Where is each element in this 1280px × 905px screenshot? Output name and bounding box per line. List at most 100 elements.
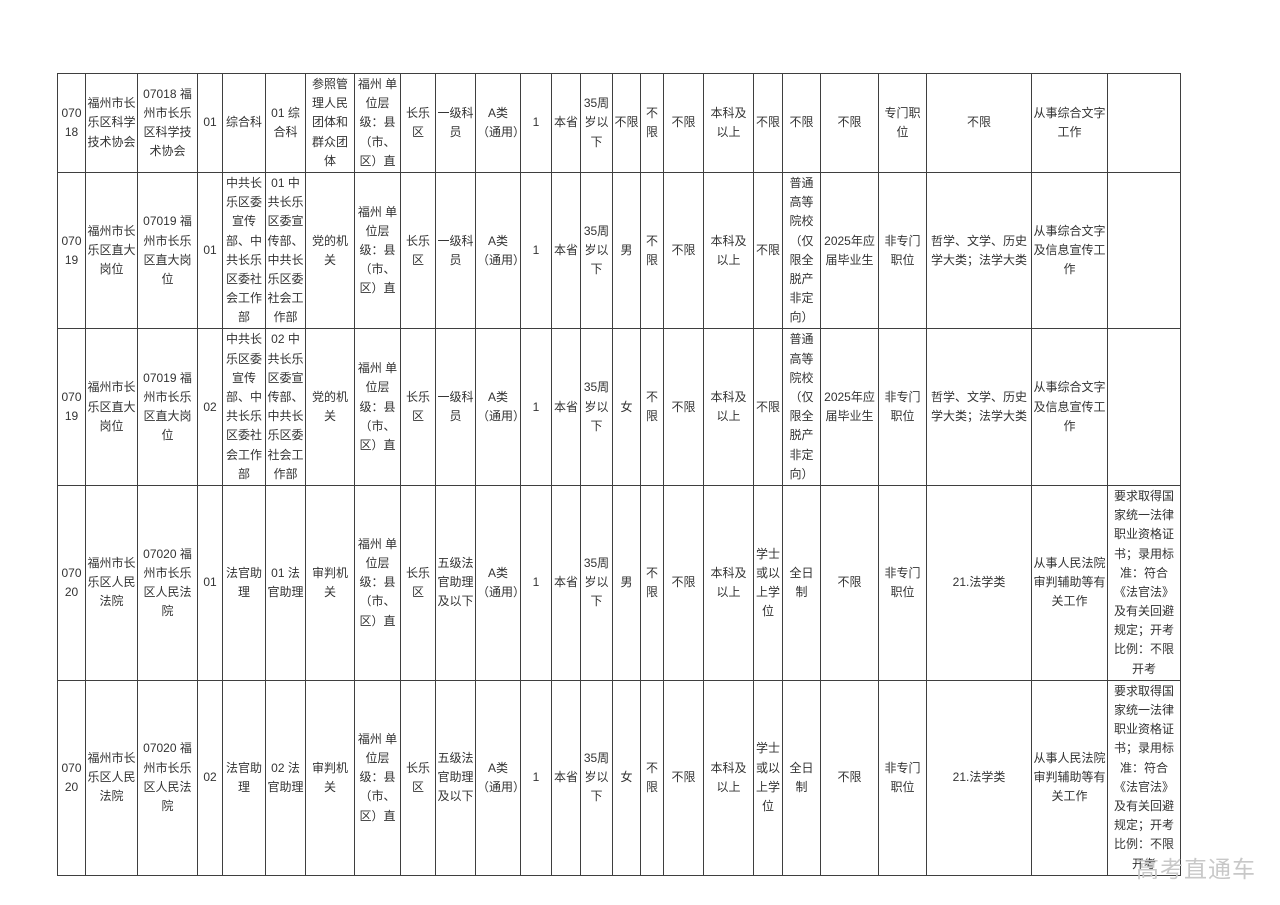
- cell-rank: 五级法官助理及以下: [435, 484, 476, 681]
- cell-internal-department: 中共长乐区委宣传部、中共长乐区委社会工作部: [222, 171, 266, 330]
- cell-remarks: 要求取得国家统一法律职业资格证书；录用标准：符合《法官法》及有关回避规定；开考比…: [1107, 679, 1181, 876]
- cell-unit-level: 福州 单位层级：县（市、区）直: [354, 328, 401, 486]
- cell-openings: 1: [520, 73, 552, 173]
- cell-household-register: 本省: [551, 328, 581, 486]
- cell-district: 长乐区: [400, 328, 436, 486]
- cell-unit-code-name: 07018 福州市长乐区科学技术协会: [137, 73, 198, 173]
- cell-unit-code-name: 07019 福州市长乐区直大岗位: [137, 171, 198, 330]
- cell-openings: 1: [520, 679, 552, 876]
- cell-major: 哲学、文学、历史学大类；法学大类: [926, 171, 1032, 330]
- cell-job-code: 07019: [57, 171, 86, 330]
- cell-remarks: [1107, 73, 1181, 173]
- cell-household-register: 本省: [551, 73, 581, 173]
- cell-graduate-requirement: 2025年应届毕业生: [820, 328, 879, 486]
- cell-openings: 1: [520, 171, 552, 330]
- table-row: 07020 福州市长乐区人民法院 07020 福州市长乐区人民法院 02 法官助…: [57, 679, 1181, 876]
- cell-limit-1: 不限: [640, 328, 664, 486]
- cell-gender: 女: [612, 679, 641, 876]
- cell-unit-level: 福州 单位层级：县（市、区）直: [354, 679, 401, 876]
- cell-job-duties: 从事综合文字工作: [1031, 73, 1108, 173]
- cell-specialty-flag: 专门职位: [878, 73, 927, 173]
- cell-rank: 一级科员: [435, 171, 476, 330]
- cell-education: 本科及以上: [703, 171, 754, 330]
- cell-degree: 不限: [753, 171, 783, 330]
- cell-age-limit: 35周岁以下: [580, 73, 613, 173]
- cell-major: 不限: [926, 73, 1032, 173]
- cell-district: 长乐区: [400, 73, 436, 173]
- cell-limit-1: 不限: [640, 484, 664, 681]
- cell-position-code-name: 01 法官助理: [265, 484, 306, 681]
- cell-unit-name: 福州市长乐区人民法院: [85, 679, 138, 876]
- watermark: 高考直通车: [1136, 856, 1256, 882]
- cell-age-limit: 35周岁以下: [580, 679, 613, 876]
- cell-limit-2: 不限: [663, 679, 704, 876]
- cell-district: 长乐区: [400, 171, 436, 330]
- cell-job-duties: 从事综合文字及信息宣传工作: [1031, 171, 1108, 330]
- cell-exam-category: A类（通用）: [475, 73, 521, 173]
- cell-degree: 学士或以上学位: [753, 679, 783, 876]
- cell-age-limit: 35周岁以下: [580, 328, 613, 486]
- cell-gender: 女: [612, 328, 641, 486]
- cell-limit-2: 不限: [663, 328, 704, 486]
- cell-education: 本科及以上: [703, 484, 754, 681]
- job-positions-table: 07018 福州市长乐区科学技术协会 07018 福州市长乐区科学技术协会 01…: [57, 73, 1181, 876]
- cell-position-code-name: 01 中共长乐区委宣传部、中共长乐区委社会工作部: [265, 171, 306, 330]
- cell-rank: 一级科员: [435, 328, 476, 486]
- cell-major: 21.法学类: [926, 679, 1032, 876]
- cell-specialty-flag: 非专门职位: [878, 484, 927, 681]
- cell-remarks: [1107, 328, 1181, 486]
- cell-age-limit: 35周岁以下: [580, 484, 613, 681]
- cell-household-register: 本省: [551, 171, 581, 330]
- cell-graduate-requirement: 不限: [820, 73, 879, 173]
- cell-unit-name: 福州市长乐区科学技术协会: [85, 73, 138, 173]
- cell-unit-level: 福州 单位层级：县（市、区）直: [354, 171, 401, 330]
- cell-study-mode: 普通高等院校（仅限全脱产非定向）: [782, 328, 821, 486]
- cell-gender: 男: [612, 171, 641, 330]
- cell-graduate-requirement: 不限: [820, 484, 879, 681]
- cell-unit-code-name: 07020 福州市长乐区人民法院: [137, 484, 198, 681]
- cell-org-type: 审判机关: [305, 484, 355, 681]
- cell-org-type: 审判机关: [305, 679, 355, 876]
- cell-education: 本科及以上: [703, 679, 754, 876]
- cell-household-register: 本省: [551, 679, 581, 876]
- cell-education: 本科及以上: [703, 328, 754, 486]
- cell-specialty-flag: 非专门职位: [878, 679, 927, 876]
- cell-unit-level: 福州 单位层级：县（市、区）直: [354, 484, 401, 681]
- cell-job-duties: 从事综合文字及信息宣传工作: [1031, 328, 1108, 486]
- cell-position-number: 01: [197, 484, 223, 681]
- cell-openings: 1: [520, 328, 552, 486]
- cell-position-number: 02: [197, 679, 223, 876]
- cell-unit-code-name: 07020 福州市长乐区人民法院: [137, 679, 198, 876]
- cell-position-number: 02: [197, 328, 223, 486]
- cell-limit-1: 不限: [640, 171, 664, 330]
- cell-internal-department: 综合科: [222, 73, 266, 173]
- cell-position-number: 01: [197, 171, 223, 330]
- cell-limit-2: 不限: [663, 73, 704, 173]
- cell-unit-name: 福州市长乐区直大岗位: [85, 171, 138, 330]
- cell-org-type: 党的机关: [305, 328, 355, 486]
- cell-degree: 学士或以上学位: [753, 484, 783, 681]
- cell-limit-1: 不限: [640, 73, 664, 173]
- cell-major: 21.法学类: [926, 484, 1032, 681]
- cell-rank: 一级科员: [435, 73, 476, 173]
- cell-openings: 1: [520, 484, 552, 681]
- cell-rank: 五级法官助理及以下: [435, 679, 476, 876]
- cell-internal-department: 法官助理: [222, 679, 266, 876]
- cell-internal-department: 法官助理: [222, 484, 266, 681]
- cell-graduate-requirement: 2025年应届毕业生: [820, 171, 879, 330]
- cell-exam-category: A类（通用）: [475, 484, 521, 681]
- cell-position-code-name: 02 中共长乐区委宣传部、中共长乐区委社会工作部: [265, 328, 306, 486]
- cell-position-code-name: 02 法官助理: [265, 679, 306, 876]
- cell-org-type: 党的机关: [305, 171, 355, 330]
- cell-limit-2: 不限: [663, 484, 704, 681]
- cell-education: 本科及以上: [703, 73, 754, 173]
- cell-major: 哲学、文学、历史学大类；法学大类: [926, 328, 1032, 486]
- cell-limit-1: 不限: [640, 679, 664, 876]
- table-row: 07019 福州市长乐区直大岗位 07019 福州市长乐区直大岗位 02 中共长…: [57, 328, 1181, 486]
- cell-specialty-flag: 非专门职位: [878, 328, 927, 486]
- cell-limit-2: 不限: [663, 171, 704, 330]
- cell-internal-department: 中共长乐区委宣传部、中共长乐区委社会工作部: [222, 328, 266, 486]
- cell-study-mode: 普通高等院校（仅限全脱产非定向）: [782, 171, 821, 330]
- cell-gender: 不限: [612, 73, 641, 173]
